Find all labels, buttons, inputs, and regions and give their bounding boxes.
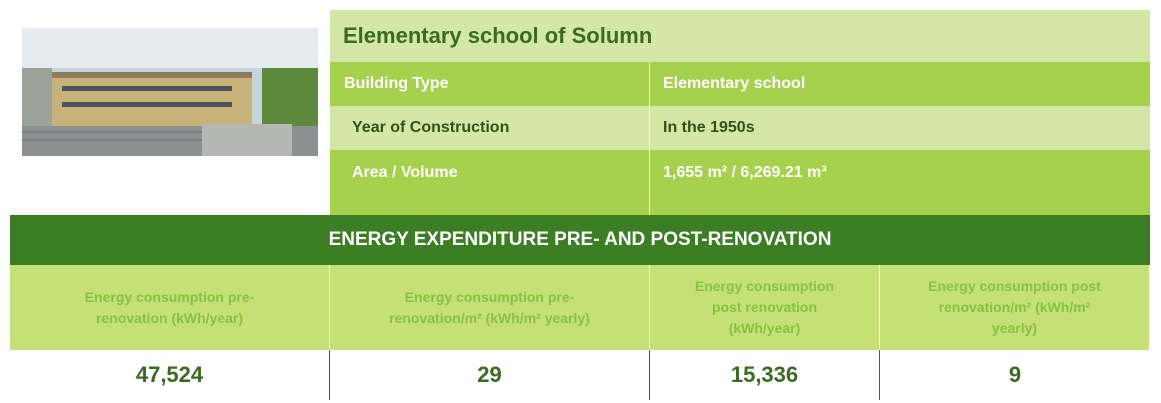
- detail-label: Area / Volume: [330, 150, 650, 215]
- column-header: Energy consumption pre-renovation/m² (kW…: [330, 265, 650, 350]
- building-photo: [22, 28, 318, 156]
- detail-label: Year of Construction: [330, 106, 650, 150]
- column-header: Energy consumption pre-renovation (kWh/y…: [10, 265, 330, 350]
- value-cell: 29: [330, 350, 650, 400]
- detail-value: In the 1950s: [650, 106, 1150, 150]
- detail-value: 1,655 m² / 6,269.21 m³: [650, 150, 1150, 215]
- value-cell: 47,524: [10, 350, 330, 400]
- title: Elementary school of Solumn: [330, 10, 1150, 62]
- photo-cell: [10, 10, 330, 215]
- value-cell: 15,336: [650, 350, 880, 400]
- value-cell: 9: [880, 350, 1150, 400]
- column-header: Energy consumption post renovation/m² (k…: [880, 265, 1150, 350]
- detail-value: Elementary school: [650, 62, 1150, 106]
- column-header: Energy consumption post renovation (kWh/…: [650, 265, 880, 350]
- section-title: ENERGY EXPENDITURE PRE- AND POST-RENOVAT…: [10, 215, 1150, 265]
- detail-label: Building Type: [330, 62, 650, 106]
